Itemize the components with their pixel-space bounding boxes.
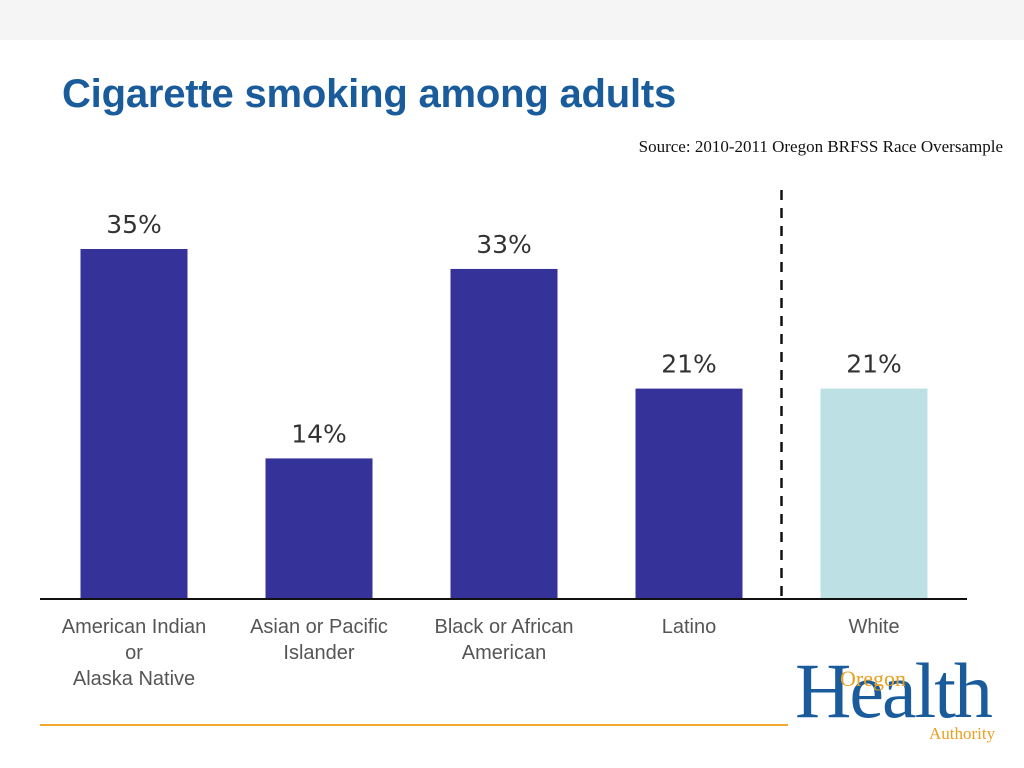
category-label-3-0: Latino xyxy=(662,616,717,638)
oregon-health-authority-logo: Health Oregon Authority xyxy=(795,652,1005,746)
logo-health-word: Health xyxy=(795,647,993,734)
bar-value-label-2: 33% xyxy=(476,230,532,259)
bar-2 xyxy=(450,268,558,598)
source-note: Source: 2010-2011 Oregon BRFSS Race Over… xyxy=(638,137,1003,156)
category-label-2-1: American xyxy=(462,642,546,664)
bar-value-label-4: 21% xyxy=(846,350,902,379)
category-label-4-0: White xyxy=(848,616,899,638)
slide-top-band xyxy=(0,0,1024,40)
logo-authority-word: Authority xyxy=(929,724,996,743)
category-label-0-1: or xyxy=(125,642,143,664)
page-title: Cigarette smoking among adults xyxy=(62,72,677,116)
bar-3 xyxy=(635,388,743,598)
bar-4 xyxy=(820,388,928,598)
category-label-1-1: Islander xyxy=(283,642,354,664)
bar-value-label-0: 35% xyxy=(106,210,162,239)
category-label-2-0: Black or African xyxy=(435,616,574,638)
bar-value-label-3: 21% xyxy=(661,350,717,379)
logo-oregon-word: Oregon xyxy=(840,666,906,691)
bar-value-label-1: 14% xyxy=(291,419,347,448)
category-label-1-0: Asian or Pacific xyxy=(250,616,388,638)
bar-1 xyxy=(265,458,373,598)
category-label-0-0: American Indian xyxy=(62,616,207,638)
category-label-0-2: Alaska Native xyxy=(73,668,195,690)
footer-rule xyxy=(40,724,788,726)
bar-0 xyxy=(80,249,188,598)
